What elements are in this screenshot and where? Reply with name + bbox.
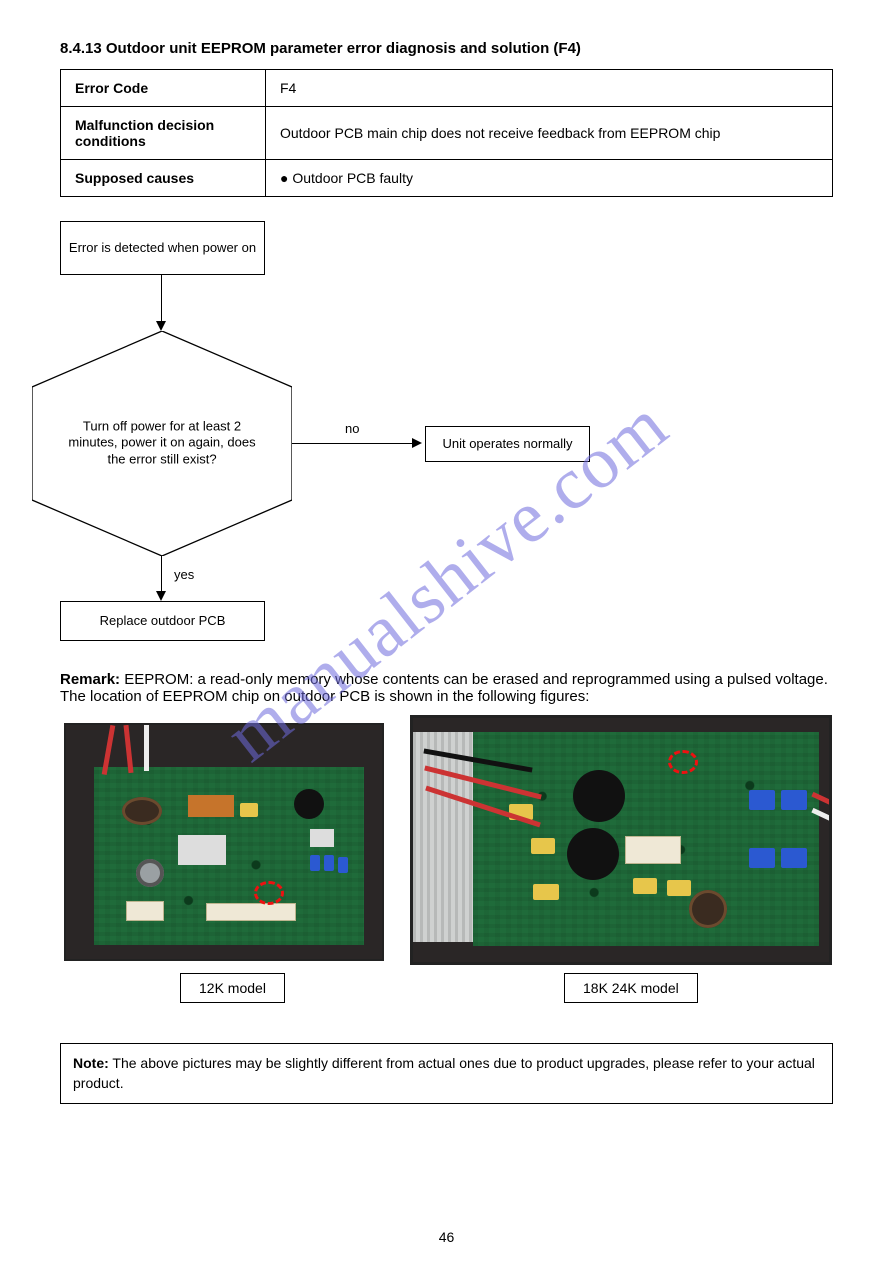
note-head: Note:: [73, 1055, 109, 1071]
note-box: Note: The above pictures may be slightly…: [60, 1043, 833, 1104]
arrow-icon: [156, 591, 166, 601]
table-row: Supposed causes ● Outdoor PCB faulty: [61, 160, 833, 197]
page-number: 46: [0, 1229, 893, 1245]
note-body: The above pictures may be slightly diffe…: [73, 1055, 815, 1091]
photo-row: 12K model: [60, 723, 833, 1023]
flow-edge-label-yes: yes: [174, 567, 194, 582]
flow-edge-label-no: no: [345, 421, 359, 436]
photo-left-caption: 12K model: [180, 973, 285, 1003]
remark-body: EEPROM: a read-only memory whose content…: [60, 671, 828, 705]
flow-decision: Turn off power for at least 2 minutes, p…: [32, 331, 292, 556]
arrow-icon: [156, 321, 166, 331]
flow-yes-out-text: Replace outdoor PCB: [100, 613, 226, 630]
flow-edge: [292, 443, 412, 444]
flowchart: Error is detected when power on Turn off…: [60, 221, 833, 671]
arrow-icon: [412, 438, 422, 448]
flow-edge: [161, 275, 162, 321]
cell-label: Supposed causes: [61, 160, 266, 197]
flow-no-out-text: Unit operates normally: [442, 436, 572, 453]
section-title: 8.4.13 Outdoor unit EEPROM parameter err…: [60, 40, 833, 57]
photo-right-caption: 18K 24K model: [564, 973, 698, 1003]
photo-left: [64, 723, 384, 961]
remark: Remark: EEPROM: a read-only memory whose…: [60, 671, 833, 705]
table-row: Error Code F4: [61, 70, 833, 107]
flow-no-out: Unit operates normally: [425, 426, 590, 462]
cell-value: Outdoor PCB main chip does not receive f…: [266, 107, 833, 160]
flow-edge: [161, 556, 162, 591]
flow-decision-text: Turn off power for at least 2 minutes, p…: [62, 418, 262, 469]
flow-start-text: Error is detected when power on: [69, 240, 256, 257]
table-row: Malfunction decision conditions Outdoor …: [61, 107, 833, 160]
flow-yes-out: Replace outdoor PCB: [60, 601, 265, 641]
cell-value: ● Outdoor PCB faulty: [266, 160, 833, 197]
photo-right: [410, 715, 832, 965]
cell-label: Malfunction decision conditions: [61, 107, 266, 160]
flow-start: Error is detected when power on: [60, 221, 265, 275]
cell-value: F4: [266, 70, 833, 107]
remark-head: Remark:: [60, 671, 120, 688]
cell-label: Error Code: [61, 70, 266, 107]
fault-table: Error Code F4 Malfunction decision condi…: [60, 69, 833, 197]
